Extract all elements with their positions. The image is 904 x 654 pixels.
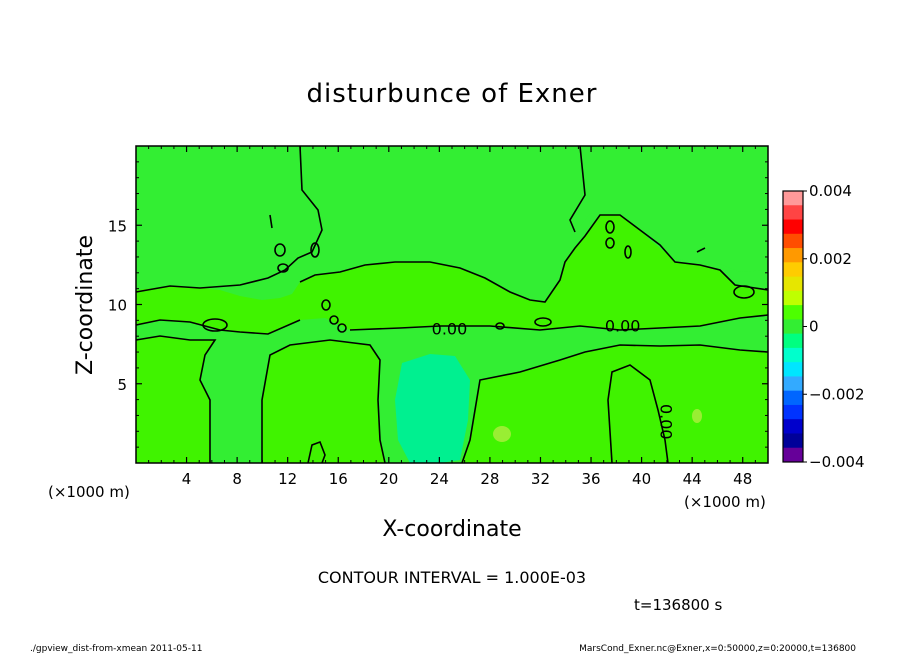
colorbar-label-2: 0 (809, 318, 819, 336)
contour-loop-4 (321, 299, 331, 311)
x-unit-label-left: (×1000 m) (48, 483, 130, 501)
contour-line-5 (349, 314, 769, 331)
x-axis-ticks: 4 8 12 16 20 24 28 32 36 40 44 48 (148, 146, 756, 488)
colorbar-swatch-4 (783, 248, 803, 263)
contour-line-9 (607, 364, 669, 464)
contour-line-3 (299, 214, 769, 303)
x-tick-label-4: 20 (379, 470, 398, 488)
colorbar-swatch-8 (783, 305, 803, 320)
contour-label-2: 0.00 (657, 404, 676, 440)
contour-loop-2 (274, 243, 286, 257)
x-tick-label-10: 44 (683, 470, 702, 488)
colorbar-swatch-17 (783, 433, 803, 449)
footer-left: ./gpview_dist-from-xmean 2011-05-11 (30, 644, 202, 654)
contour-loop-8 (605, 220, 615, 234)
contour-line-6 (461, 344, 769, 464)
colorbar-swatch-11 (783, 347, 803, 363)
colorbar-label-3: −0.002 (809, 385, 865, 403)
x-tick-label-8: 36 (581, 470, 600, 488)
colorbar-label-4: −0.004 (809, 453, 865, 471)
field-spot-2 (692, 409, 702, 423)
contour-loop-14 (269, 214, 273, 229)
contour-loop-3 (310, 242, 320, 258)
contour-loop-1 (277, 263, 289, 273)
chart-title: disturbunce of Exner (307, 79, 598, 109)
colorbar-swatch-16 (783, 419, 803, 434)
contour-line-10 (307, 440, 326, 464)
contour-loop-5 (329, 315, 339, 325)
field-spot-1 (493, 426, 511, 442)
colorbar-swatch-13 (783, 376, 803, 392)
colorbar-swatch-0 (783, 191, 803, 206)
colorbar-swatch-9 (783, 319, 803, 335)
contour-line-8 (135, 335, 217, 463)
field-band-upper-right (570, 146, 768, 272)
contour-lines (135, 145, 769, 464)
colorbar-label-1: 0.002 (809, 250, 852, 268)
colorbar-swatch-2 (783, 219, 803, 235)
contour-label-1: 0.00 (605, 316, 641, 335)
x-tick-label-3: 16 (329, 470, 348, 488)
colorbar-swatch-14 (783, 390, 803, 406)
contour-loop-13 (534, 317, 552, 327)
x-tick-label-9: 40 (632, 470, 651, 488)
contour-line-7 (261, 339, 386, 464)
contour-loop-10 (624, 245, 632, 259)
x-unit-label-right: (×1000 m) (684, 493, 766, 511)
time-label: t=136800 s (634, 596, 722, 614)
contour-loop-11 (733, 285, 755, 299)
colorbar-swatch-3 (783, 233, 803, 249)
contour-loop-12 (202, 318, 228, 332)
contour-loop-7 (495, 322, 505, 330)
colorbar-swatch-5 (783, 262, 803, 278)
x-axis-label: X-coordinate (382, 517, 521, 542)
contour-loop-9 (605, 237, 615, 249)
y-tick-label-0: 5 (117, 376, 127, 394)
colorbar-swatch-15 (783, 404, 803, 420)
colorbar-label-0: 0.004 (809, 182, 852, 200)
x-tick-label-6: 28 (480, 470, 499, 488)
field-region-negative (395, 354, 470, 463)
contour-line-1 (135, 145, 323, 293)
colorbar: 0.004 0.002 0 −0.002 −0.004 (782, 182, 865, 471)
colorbar-swatch-10 (783, 333, 803, 349)
y-axis-label: Z-coordinate (73, 235, 98, 375)
plot-area (135, 145, 769, 464)
contour-loop-6 (337, 323, 347, 333)
contour-label-layer: 0.00 0.00 0.00 (432, 316, 676, 440)
y-axis-ticks: 5 10 15 (108, 161, 768, 448)
y-tick-label-2: 15 (108, 217, 127, 235)
colorbar-swatch-7 (783, 290, 803, 306)
contour-label-0: 0.00 (432, 320, 468, 339)
footer-right: MarsCond_Exner.nc@Exner,x=0:50000,z=0:20… (579, 644, 856, 654)
colorbar-swatch-1 (783, 205, 803, 221)
x-tick-label-2: 12 (278, 470, 297, 488)
contour-line-4 (569, 145, 586, 233)
x-tick-label-7: 32 (531, 470, 550, 488)
contour-interval-label: CONTOUR INTERVAL = 1.000E-03 (318, 568, 586, 587)
x-tick-label-5: 24 (430, 470, 449, 488)
colorbar-swatch-18 (783, 447, 803, 463)
y-tick-label-1: 10 (108, 297, 127, 315)
x-tick-label-0: 4 (182, 470, 192, 488)
colorbar-swatch-12 (783, 362, 803, 377)
x-tick-label-1: 8 (232, 470, 242, 488)
contour-loop-15 (696, 247, 706, 253)
x-tick-label-11: 48 (733, 470, 752, 488)
colorbar-swatch-6 (783, 276, 803, 292)
